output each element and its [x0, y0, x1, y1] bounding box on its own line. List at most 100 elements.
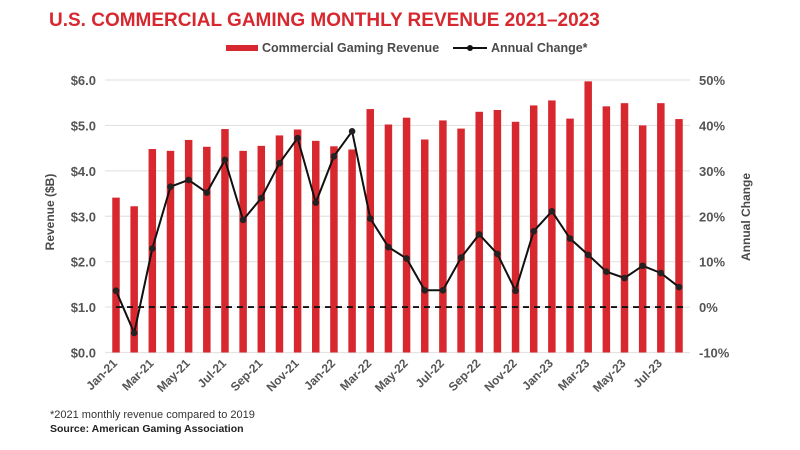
x-tick-label: Jan-21 [83, 356, 120, 393]
bar-Jan-22 [330, 146, 338, 353]
y-tick-label-right: 50% [699, 73, 725, 88]
x-tick-label: Jan-23 [519, 356, 556, 393]
point-Apr-23 [603, 268, 610, 275]
point-Jun-22 [421, 286, 429, 294]
point-Jul-21 [221, 156, 229, 164]
x-tick-label: Mar-21 [119, 356, 156, 393]
point-Aug-23 [675, 283, 683, 291]
y-axis-right-title: Annual Change [739, 173, 753, 261]
bar-Oct-22 [493, 109, 502, 353]
y-axis-left-ticks: $0.0 $1.0 $2.0 $3.0 $4.0 $5.0 $6.0 [71, 73, 96, 361]
x-tick-label: Mar-22 [337, 356, 374, 393]
bar-Nov-22 [511, 121, 520, 353]
point-Mar-23 [584, 251, 592, 259]
bar-Sep-21 [257, 145, 266, 353]
point-Jan-21 [112, 287, 120, 295]
bar-May-22 [402, 117, 411, 353]
y-tick-label-left: $1.0 [71, 300, 96, 315]
x-tick-label: Nov-21 [264, 356, 302, 394]
legend-marker-annual-change [467, 45, 473, 51]
point-May-21 [185, 176, 192, 184]
bar-Aug-23 [675, 119, 683, 353]
point-Sep-21 [257, 194, 265, 202]
bar-Mar-23 [584, 81, 592, 353]
bar-Apr-23 [602, 106, 611, 353]
point-Aug-22 [457, 254, 465, 261]
bar-Dec-21 [312, 140, 320, 353]
bar-Feb-22 [348, 149, 356, 353]
y-tick-label-right: 30% [699, 164, 725, 179]
x-tick-label: Mar-23 [555, 356, 592, 393]
legend-label-revenue: Commercial Gaming Revenue [262, 41, 439, 55]
x-tick-label: Jul-22 [413, 356, 448, 391]
point-Apr-21 [167, 183, 174, 191]
y-tick-label-left: $5.0 [71, 118, 96, 133]
point-May-23 [621, 274, 628, 282]
x-tick-label: Sep-21 [228, 356, 266, 394]
point-Sep-22 [475, 231, 483, 238]
point-Oct-22 [494, 250, 501, 258]
bar-Feb-21 [130, 206, 138, 353]
bar-Jul-23 [657, 103, 665, 353]
point-Jul-23 [657, 269, 665, 277]
y-tick-label-left: $3.0 [71, 209, 96, 224]
y-tick-label-left: $6.0 [71, 73, 96, 88]
annual-change-line [112, 128, 683, 337]
y-tick-label-right: 10% [699, 255, 725, 270]
y-tick-label-right: 40% [699, 118, 725, 133]
point-Aug-21 [239, 216, 247, 224]
bar-Jun-23 [638, 125, 647, 353]
bar-May-23 [620, 103, 629, 353]
point-Jul-22 [439, 286, 447, 294]
y-axis-left-title: Revenue ($B) [43, 174, 57, 251]
bar-Apr-21 [166, 150, 175, 353]
x-tick-label: May-21 [154, 356, 193, 395]
point-Oct-21 [276, 159, 283, 167]
x-tick-label: Jul-23 [631, 356, 666, 391]
annual-change-polyline [115, 130, 680, 334]
x-tick-label: Jan-22 [301, 356, 338, 393]
bar-Oct-21 [275, 135, 284, 353]
point-Feb-21 [130, 329, 138, 337]
point-Jun-21 [203, 189, 211, 196]
y-tick-label-right: 0% [699, 300, 718, 315]
x-tick-label: May-22 [372, 356, 411, 395]
point-Apr-22 [385, 243, 392, 251]
bar-May-21 [184, 139, 193, 353]
bar-Jan-21 [112, 197, 120, 353]
y-tick-label-right: 20% [699, 209, 725, 224]
chart-title: U.S. COMMERCIAL GAMING MONTHLY REVENUE 2… [49, 10, 600, 31]
x-tick-label: Nov-22 [481, 356, 519, 394]
point-Jun-23 [639, 262, 646, 270]
bar-Aug-21 [239, 150, 247, 353]
gridlines [105, 79, 690, 354]
bar-Mar-22 [366, 109, 375, 353]
point-Dec-22 [530, 227, 538, 235]
bar-Apr-22 [384, 124, 393, 353]
bar-Jan-23 [548, 100, 556, 353]
legend-label-annual-change: Annual Change* [491, 41, 588, 55]
point-Jan-22 [330, 153, 338, 160]
x-tick-label: Sep-22 [446, 356, 484, 394]
bar-Jun-21 [203, 146, 211, 353]
y-tick-label-left: $0.0 [71, 346, 96, 361]
footnote: *2021 monthly revenue compared to 2019 [50, 409, 255, 421]
legend-swatch-revenue [226, 45, 258, 51]
y-tick-label-left: $2.0 [71, 255, 96, 270]
x-tick-label: Jul-21 [195, 356, 230, 391]
source-note: Source: American Gaming Association [50, 423, 244, 435]
point-May-22 [403, 255, 410, 262]
bars [112, 81, 683, 353]
point-Mar-21 [149, 245, 156, 252]
bar-Jun-22 [420, 139, 429, 353]
y-tick-label-right: -10% [699, 346, 730, 361]
point-Jan-23 [548, 207, 556, 215]
y-axis-right-ticks: -10% 0% 10% 20% 30% 40% 50% [699, 73, 730, 361]
point-Mar-22 [366, 215, 374, 222]
bar-Jul-21 [221, 129, 229, 353]
y-tick-label-left: $4.0 [71, 164, 96, 179]
point-Nov-21 [294, 134, 301, 142]
x-tick-label: May-23 [590, 356, 629, 395]
